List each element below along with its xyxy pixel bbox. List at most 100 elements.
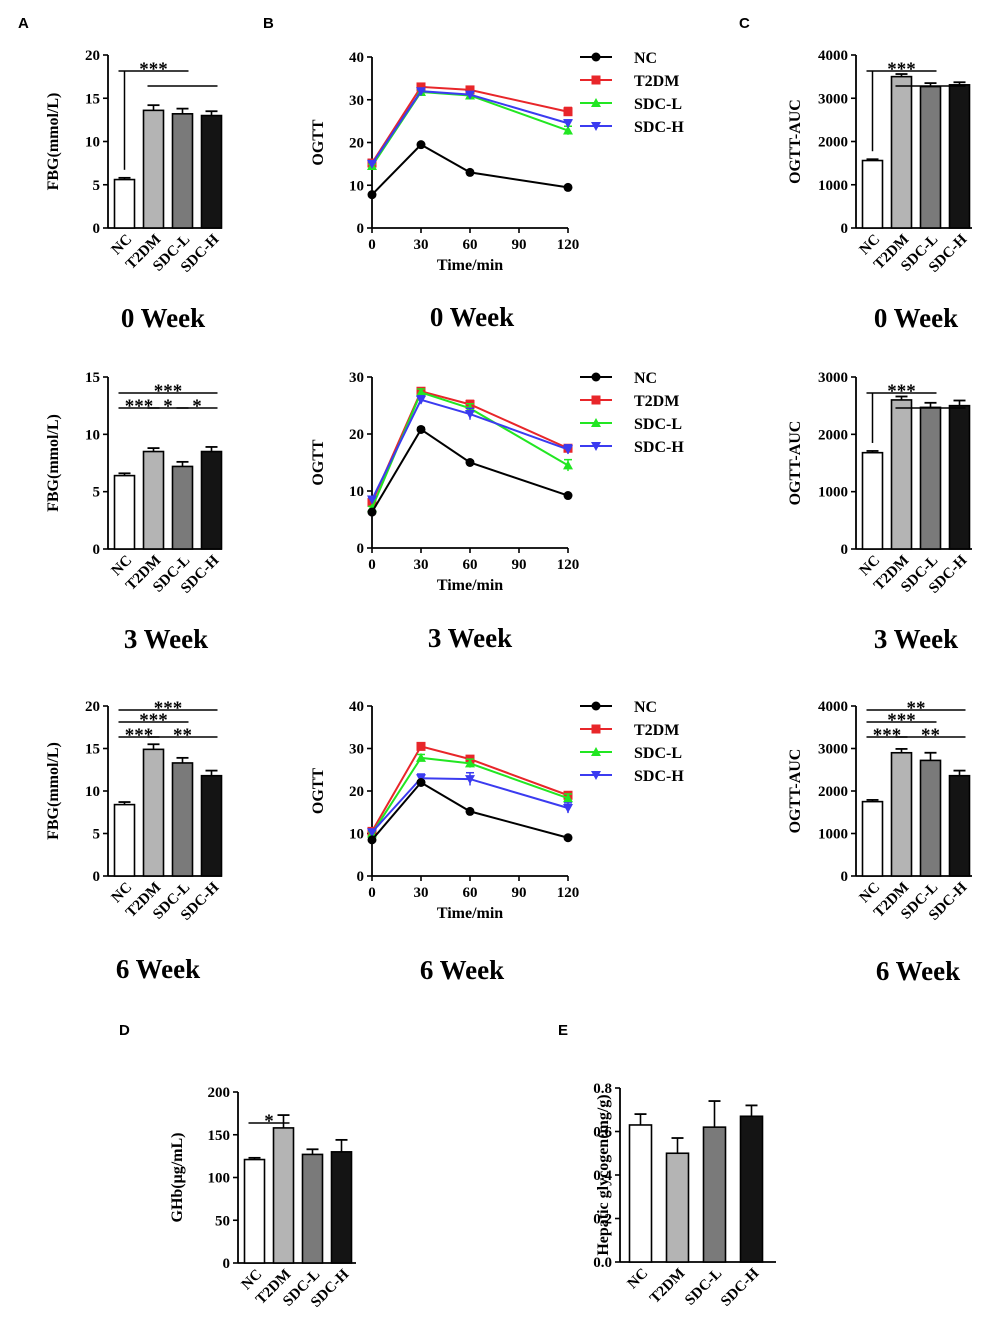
significance-stars: ** xyxy=(907,698,926,719)
bar-sdc-l xyxy=(919,406,942,550)
legend-label-t2dm: T2DM xyxy=(634,73,679,90)
y-tick-label: 2000 xyxy=(818,135,848,151)
x-tick-label: 0 xyxy=(368,885,376,901)
x-tick-label: 0 xyxy=(368,557,376,573)
y-tick-label: 20 xyxy=(349,784,364,800)
marker-sdc-h xyxy=(416,395,426,405)
legend-label-sdc-h: SDC-H xyxy=(634,439,684,456)
y-tick-label: 0 xyxy=(841,869,849,885)
series-line-t2dm xyxy=(371,745,569,832)
y-tick-label: 0.8 xyxy=(593,1081,612,1097)
marker-sdc-h xyxy=(563,119,573,129)
bar-nc xyxy=(113,178,136,229)
x-tick-label: 90 xyxy=(512,557,527,573)
y-tick-label: 3000 xyxy=(818,742,848,758)
chart-title: 6 Week xyxy=(116,954,200,984)
chart-a0: 05101520NCT2DMSDC-LSDC-H***FBG(mmol/L)0 … xyxy=(45,48,223,333)
y-tick-label: 40 xyxy=(349,50,364,66)
bar-sdc-l xyxy=(171,465,194,550)
marker-sdc-h xyxy=(367,828,377,838)
x-tick-label: 120 xyxy=(557,557,580,573)
y-tick-label: 20 xyxy=(349,136,364,152)
significance-stars: *** xyxy=(139,710,168,731)
series-line-nc xyxy=(371,143,569,196)
bar-sdc-h xyxy=(200,114,223,229)
significance-stars: *** xyxy=(125,396,154,417)
y-tick-label: 15 xyxy=(85,370,100,386)
y-tick-label: 10 xyxy=(349,178,364,194)
y-tick-label: 150 xyxy=(208,1128,231,1144)
bar-sdc-l xyxy=(171,113,194,229)
y-tick-label: 4000 xyxy=(818,48,848,64)
bar-sdc-h xyxy=(948,774,971,877)
y-axis-label: OGTT xyxy=(310,439,327,486)
chart-c3: 0100020003000NCT2DMSDC-LSDC-H***OGTT-AUC… xyxy=(787,370,972,654)
significance-stars: * xyxy=(264,1111,274,1132)
y-tick-label: 40 xyxy=(349,699,364,715)
x-tick-label: SDC-H xyxy=(718,1265,763,1310)
y-tick-label: 15 xyxy=(85,742,100,758)
chart-b6: 0 10 20 30 40 0 30 60 90 120 NC T2DM SDC-L SDC-H OGTT T… xyxy=(310,699,684,985)
marker-nc xyxy=(591,701,601,711)
series-line-nc xyxy=(371,428,569,513)
bar-sdc-l xyxy=(919,759,942,877)
significance-stars: *** xyxy=(154,381,183,402)
bar-t2dm xyxy=(890,75,913,229)
y-tick-label: 5 xyxy=(93,827,101,843)
marker-nc xyxy=(591,52,601,62)
y-axis-label: OGTT-AUC xyxy=(787,749,804,834)
x-tick-label: 60 xyxy=(463,237,478,253)
legend-label-t2dm: T2DM xyxy=(634,393,679,410)
marker-sdc-l xyxy=(563,793,573,803)
x-tick-label: 90 xyxy=(512,885,527,901)
marker-nc xyxy=(367,835,377,845)
y-tick-label: 15 xyxy=(85,91,100,107)
marker-sdc-h xyxy=(591,771,601,780)
bar-sdc-h xyxy=(200,774,223,877)
marker-sdc-l xyxy=(563,460,573,470)
marker-nc xyxy=(367,190,377,200)
marker-sdc-h xyxy=(563,445,573,455)
marker-sdc-h xyxy=(563,804,573,813)
series-line-sdc-l xyxy=(371,756,569,835)
y-axis-label: Hepatic glycogen(mg/g) xyxy=(595,1094,612,1255)
chart-title: 3 Week xyxy=(428,623,512,653)
y-axis-label: OGTT xyxy=(310,768,327,815)
marker-t2dm xyxy=(591,724,601,734)
y-axis-label: OGTT-AUC xyxy=(787,99,804,184)
marker-nc xyxy=(367,507,377,517)
series-line-sdc-h xyxy=(371,398,569,500)
y-tick-label: 0 xyxy=(93,869,101,885)
bar-t2dm xyxy=(890,751,913,877)
bar-t2dm xyxy=(142,450,165,550)
marker-nc xyxy=(563,491,573,501)
marker-t2dm xyxy=(563,107,573,117)
legend-label-nc: NC xyxy=(634,50,657,67)
marker-sdc-h xyxy=(591,122,601,131)
x-tick-label: 120 xyxy=(557,885,580,901)
chart-c0: 01000200030004000NCT2DMSDC-LSDC-H***OGTT… xyxy=(787,48,972,333)
bar-sdc-l xyxy=(171,762,194,877)
bar-t2dm xyxy=(665,1152,690,1263)
bar-nc xyxy=(861,800,884,877)
bar-sdc-h xyxy=(948,404,971,550)
y-tick-label: 10 xyxy=(349,484,364,500)
y-tick-label: 0.0 xyxy=(593,1255,612,1271)
legend-label-sdc-l: SDC-L xyxy=(634,745,682,762)
x-tick-label: NC xyxy=(625,1266,652,1293)
marker-sdc-h xyxy=(367,159,377,169)
y-tick-label: 1000 xyxy=(818,827,848,843)
marker-sdc-l xyxy=(416,387,426,397)
x-axis-label: Time/min xyxy=(437,905,503,922)
series-line-nc xyxy=(371,781,569,841)
marker-sdc-h xyxy=(591,442,601,451)
y-tick-label: 30 xyxy=(349,93,364,109)
marker-sdc-h xyxy=(465,410,475,420)
marker-sdc-l xyxy=(563,125,573,135)
chart-title: 0 Week xyxy=(430,302,514,332)
y-tick-label: 1000 xyxy=(818,178,848,194)
marker-sdc-l xyxy=(591,747,601,756)
y-tick-label: 30 xyxy=(349,370,364,386)
